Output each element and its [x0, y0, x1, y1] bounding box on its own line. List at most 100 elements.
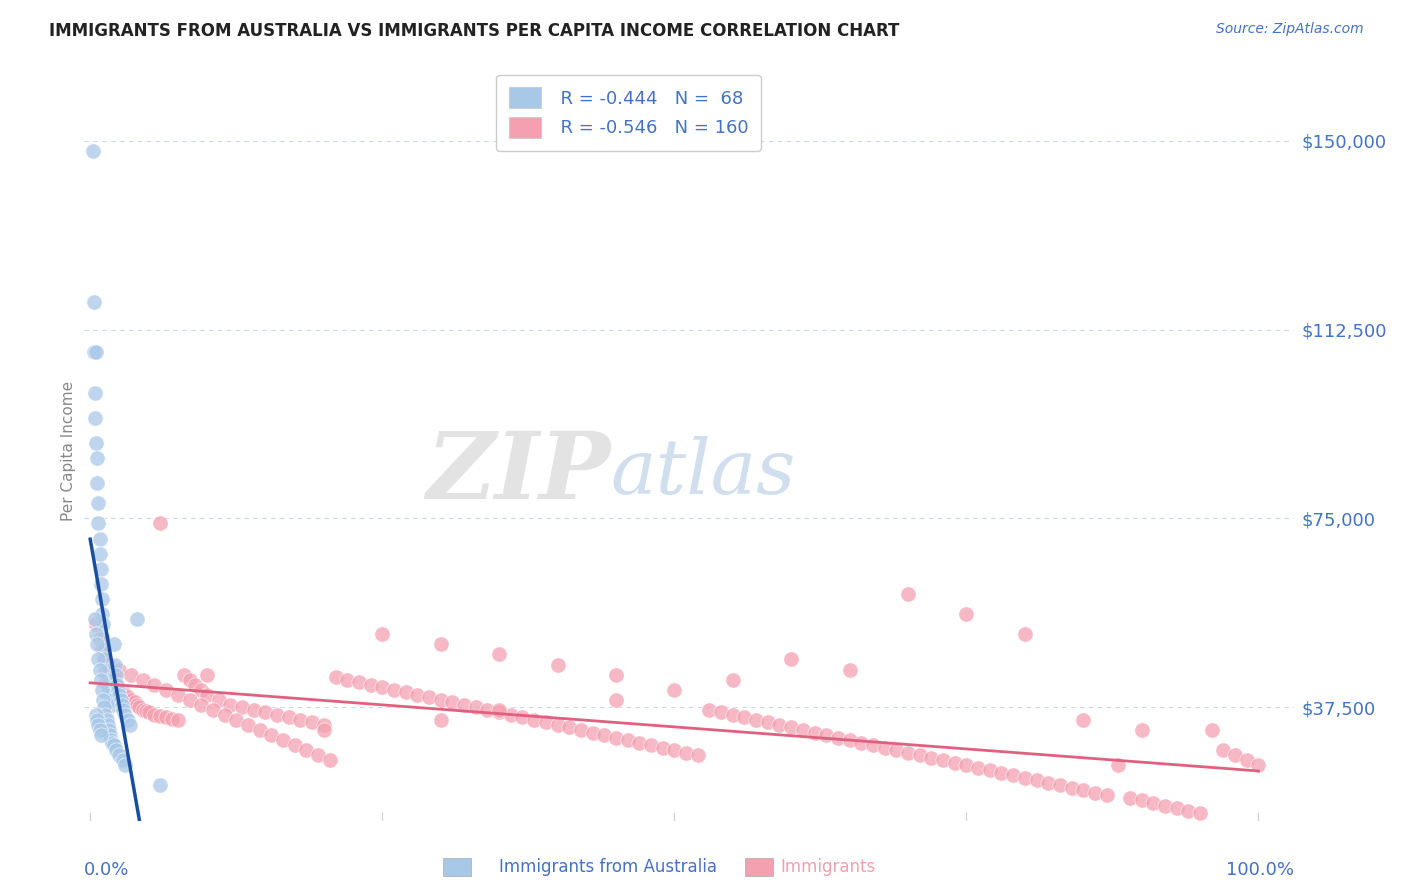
Point: [89, 723, 111, 737]
Point: [1223, 748, 1246, 763]
Point: [1014, 771, 1036, 785]
Point: [125, 698, 148, 712]
Point: [149, 516, 172, 531]
Text: atlas: atlas: [610, 435, 796, 509]
Point: [97, 678, 120, 692]
Point: [90, 562, 112, 576]
Point: [1142, 796, 1164, 810]
Point: [418, 690, 440, 705]
Point: [110, 692, 132, 706]
Point: [125, 612, 148, 626]
Point: [87, 652, 110, 666]
Point: [371, 680, 394, 694]
Text: IMMIGRANTS FROM AUSTRALIA VS IMMIGRANTS PER CAPITA INCOME CORRELATION CHART: IMMIGRANTS FROM AUSTRALIA VS IMMIGRANTS …: [49, 22, 900, 40]
Point: [464, 700, 486, 714]
Point: [225, 713, 247, 727]
Point: [98, 688, 121, 702]
Legend:   R = -0.444   N =  68,   R = -0.546   N = 160: R = -0.444 N = 68, R = -0.546 N = 160: [496, 75, 761, 151]
Point: [1060, 780, 1083, 795]
Point: [236, 718, 259, 732]
Point: [1025, 773, 1047, 788]
Point: [83, 410, 105, 425]
Point: [990, 765, 1012, 780]
Point: [90, 642, 112, 657]
Point: [89, 547, 111, 561]
Point: [155, 710, 177, 724]
Text: Immigrants from Australia: Immigrants from Australia: [499, 858, 717, 876]
Point: [219, 698, 242, 712]
Point: [100, 733, 122, 747]
Point: [827, 731, 849, 745]
Point: [103, 673, 125, 687]
Point: [675, 746, 697, 760]
Point: [89, 632, 111, 647]
Point: [83, 294, 105, 309]
Point: [86, 713, 108, 727]
Point: [179, 692, 201, 706]
Point: [1002, 768, 1025, 782]
Point: [932, 753, 955, 767]
Point: [1130, 793, 1153, 807]
Point: [108, 688, 131, 702]
Point: [721, 707, 744, 722]
Point: [114, 758, 136, 772]
Point: [382, 682, 405, 697]
Point: [512, 710, 534, 724]
Point: [780, 721, 803, 735]
Point: [699, 703, 721, 717]
Point: [271, 733, 294, 747]
Point: [1119, 791, 1142, 805]
Point: [103, 637, 125, 651]
Point: [1071, 713, 1094, 727]
Point: [190, 698, 212, 712]
Point: [124, 695, 146, 709]
Point: [733, 710, 755, 724]
Point: [108, 748, 131, 763]
Point: [605, 731, 627, 745]
Point: [184, 678, 207, 692]
Point: [195, 688, 218, 702]
Point: [254, 706, 277, 720]
Point: [84, 345, 107, 359]
Point: [86, 637, 108, 651]
Point: [429, 637, 451, 651]
Point: [108, 663, 131, 677]
Point: [91, 692, 114, 706]
Point: [312, 723, 335, 737]
Point: [143, 707, 166, 722]
Point: [111, 703, 134, 717]
Point: [87, 496, 110, 510]
Point: [114, 707, 136, 722]
Point: [96, 673, 118, 687]
Point: [1107, 758, 1129, 772]
Point: [90, 577, 112, 591]
Point: [336, 673, 359, 687]
Point: [100, 692, 122, 706]
Point: [406, 688, 429, 702]
Point: [94, 663, 117, 677]
Point: [347, 675, 370, 690]
Point: [104, 667, 127, 681]
Point: [395, 685, 418, 699]
Point: [149, 709, 172, 723]
Point: [93, 642, 115, 657]
Point: [955, 607, 977, 622]
Point: [90, 673, 112, 687]
Point: [908, 748, 931, 763]
Point: [967, 761, 990, 775]
Point: [89, 532, 111, 546]
Point: [295, 743, 318, 757]
Point: [208, 692, 231, 706]
Point: [664, 682, 686, 697]
Point: [143, 678, 166, 692]
Point: [100, 667, 122, 681]
Point: [803, 725, 825, 739]
Y-axis label: Per Capita Income: Per Capita Income: [60, 380, 76, 521]
Point: [664, 743, 686, 757]
Point: [312, 718, 335, 732]
Point: [581, 725, 603, 739]
Point: [166, 713, 188, 727]
Point: [290, 713, 312, 727]
Point: [593, 728, 616, 742]
Text: 100.0%: 100.0%: [1226, 862, 1294, 880]
